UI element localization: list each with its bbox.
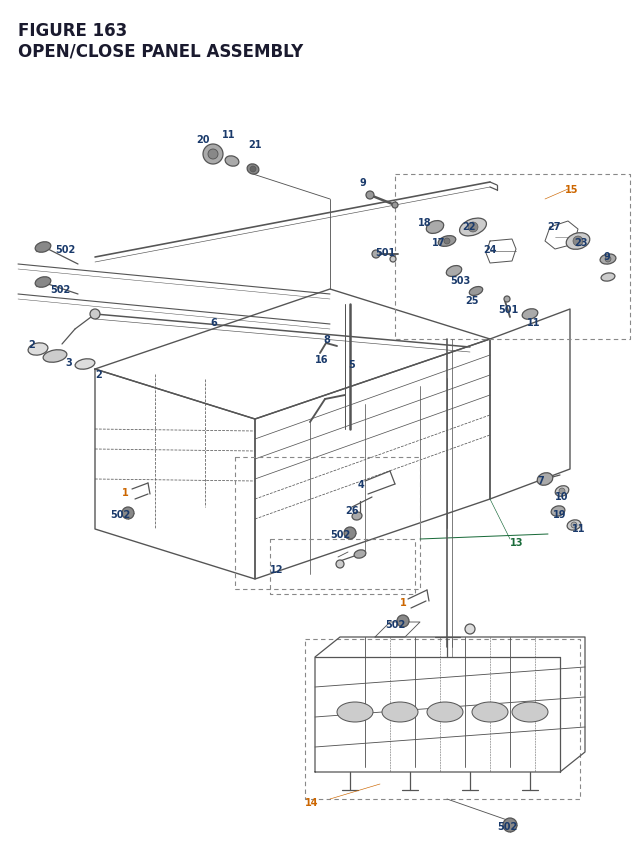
Text: 18: 18 xyxy=(418,218,431,228)
Text: 7: 7 xyxy=(537,475,544,486)
Text: 15: 15 xyxy=(565,185,579,195)
Text: FIGURE 163: FIGURE 163 xyxy=(18,22,127,40)
Ellipse shape xyxy=(43,350,67,362)
Ellipse shape xyxy=(512,703,548,722)
Circle shape xyxy=(465,624,475,635)
Text: 11: 11 xyxy=(527,318,541,328)
Circle shape xyxy=(468,223,478,232)
Text: 27: 27 xyxy=(547,222,561,232)
Text: 10: 10 xyxy=(555,492,568,501)
Text: 20: 20 xyxy=(196,135,209,145)
Text: 8: 8 xyxy=(323,335,330,344)
Ellipse shape xyxy=(601,274,615,282)
Circle shape xyxy=(571,523,577,529)
Ellipse shape xyxy=(551,506,565,517)
Text: 1: 1 xyxy=(400,598,407,607)
Circle shape xyxy=(503,818,517,832)
Circle shape xyxy=(392,202,398,208)
Circle shape xyxy=(605,257,611,263)
Text: 19: 19 xyxy=(553,510,566,519)
Circle shape xyxy=(390,257,396,263)
Ellipse shape xyxy=(35,277,51,288)
Ellipse shape xyxy=(469,288,483,296)
Text: 4: 4 xyxy=(358,480,365,489)
Circle shape xyxy=(559,488,565,494)
Circle shape xyxy=(344,528,356,539)
Circle shape xyxy=(573,237,583,247)
Text: 11: 11 xyxy=(572,523,586,533)
Ellipse shape xyxy=(427,703,463,722)
Ellipse shape xyxy=(35,243,51,253)
Text: 6: 6 xyxy=(210,318,217,328)
Text: 502: 502 xyxy=(50,285,70,294)
Text: 5: 5 xyxy=(348,360,355,369)
Text: 23: 23 xyxy=(574,238,588,248)
Text: 24: 24 xyxy=(483,245,497,255)
Text: 502: 502 xyxy=(55,245,76,255)
Ellipse shape xyxy=(472,703,508,722)
Text: 503: 503 xyxy=(450,276,470,286)
Ellipse shape xyxy=(556,486,569,497)
Circle shape xyxy=(250,167,256,173)
Ellipse shape xyxy=(354,550,366,559)
Text: 502: 502 xyxy=(385,619,405,629)
Ellipse shape xyxy=(446,266,461,277)
Circle shape xyxy=(372,251,380,258)
Text: 17: 17 xyxy=(432,238,445,248)
Text: 502: 502 xyxy=(110,510,131,519)
Text: 25: 25 xyxy=(465,295,479,306)
Text: 2: 2 xyxy=(28,339,35,350)
Circle shape xyxy=(208,150,218,160)
Text: 9: 9 xyxy=(360,177,367,188)
Ellipse shape xyxy=(438,237,456,247)
Text: 9: 9 xyxy=(604,251,611,262)
Text: 22: 22 xyxy=(462,222,476,232)
Ellipse shape xyxy=(600,255,616,265)
Text: 12: 12 xyxy=(270,564,284,574)
Circle shape xyxy=(504,297,510,303)
Text: 1: 1 xyxy=(122,487,129,498)
Text: 16: 16 xyxy=(315,355,328,364)
Circle shape xyxy=(90,310,100,319)
Circle shape xyxy=(203,145,223,164)
Ellipse shape xyxy=(522,309,538,320)
Text: 501: 501 xyxy=(375,248,396,257)
Circle shape xyxy=(444,238,450,245)
Ellipse shape xyxy=(537,474,553,486)
Circle shape xyxy=(397,616,409,628)
Text: 2: 2 xyxy=(95,369,102,380)
Ellipse shape xyxy=(75,359,95,369)
Text: 501: 501 xyxy=(498,305,518,314)
Text: 21: 21 xyxy=(248,139,262,150)
Ellipse shape xyxy=(382,703,418,722)
Ellipse shape xyxy=(567,520,581,530)
Circle shape xyxy=(122,507,134,519)
Ellipse shape xyxy=(352,512,362,520)
Text: 14: 14 xyxy=(305,797,319,807)
Ellipse shape xyxy=(426,221,444,234)
Text: 502: 502 xyxy=(497,821,517,831)
Text: OPEN/CLOSE PANEL ASSEMBLY: OPEN/CLOSE PANEL ASSEMBLY xyxy=(18,42,303,60)
Ellipse shape xyxy=(460,219,486,237)
Ellipse shape xyxy=(566,233,590,250)
Ellipse shape xyxy=(225,157,239,167)
Text: 502: 502 xyxy=(330,530,350,539)
Text: 3: 3 xyxy=(65,357,72,368)
Ellipse shape xyxy=(337,703,373,722)
Ellipse shape xyxy=(28,344,48,356)
Text: 11: 11 xyxy=(222,130,236,139)
Text: 13: 13 xyxy=(510,537,524,548)
Ellipse shape xyxy=(247,164,259,175)
Circle shape xyxy=(336,561,344,568)
Text: 26: 26 xyxy=(345,505,358,516)
Circle shape xyxy=(366,192,374,200)
